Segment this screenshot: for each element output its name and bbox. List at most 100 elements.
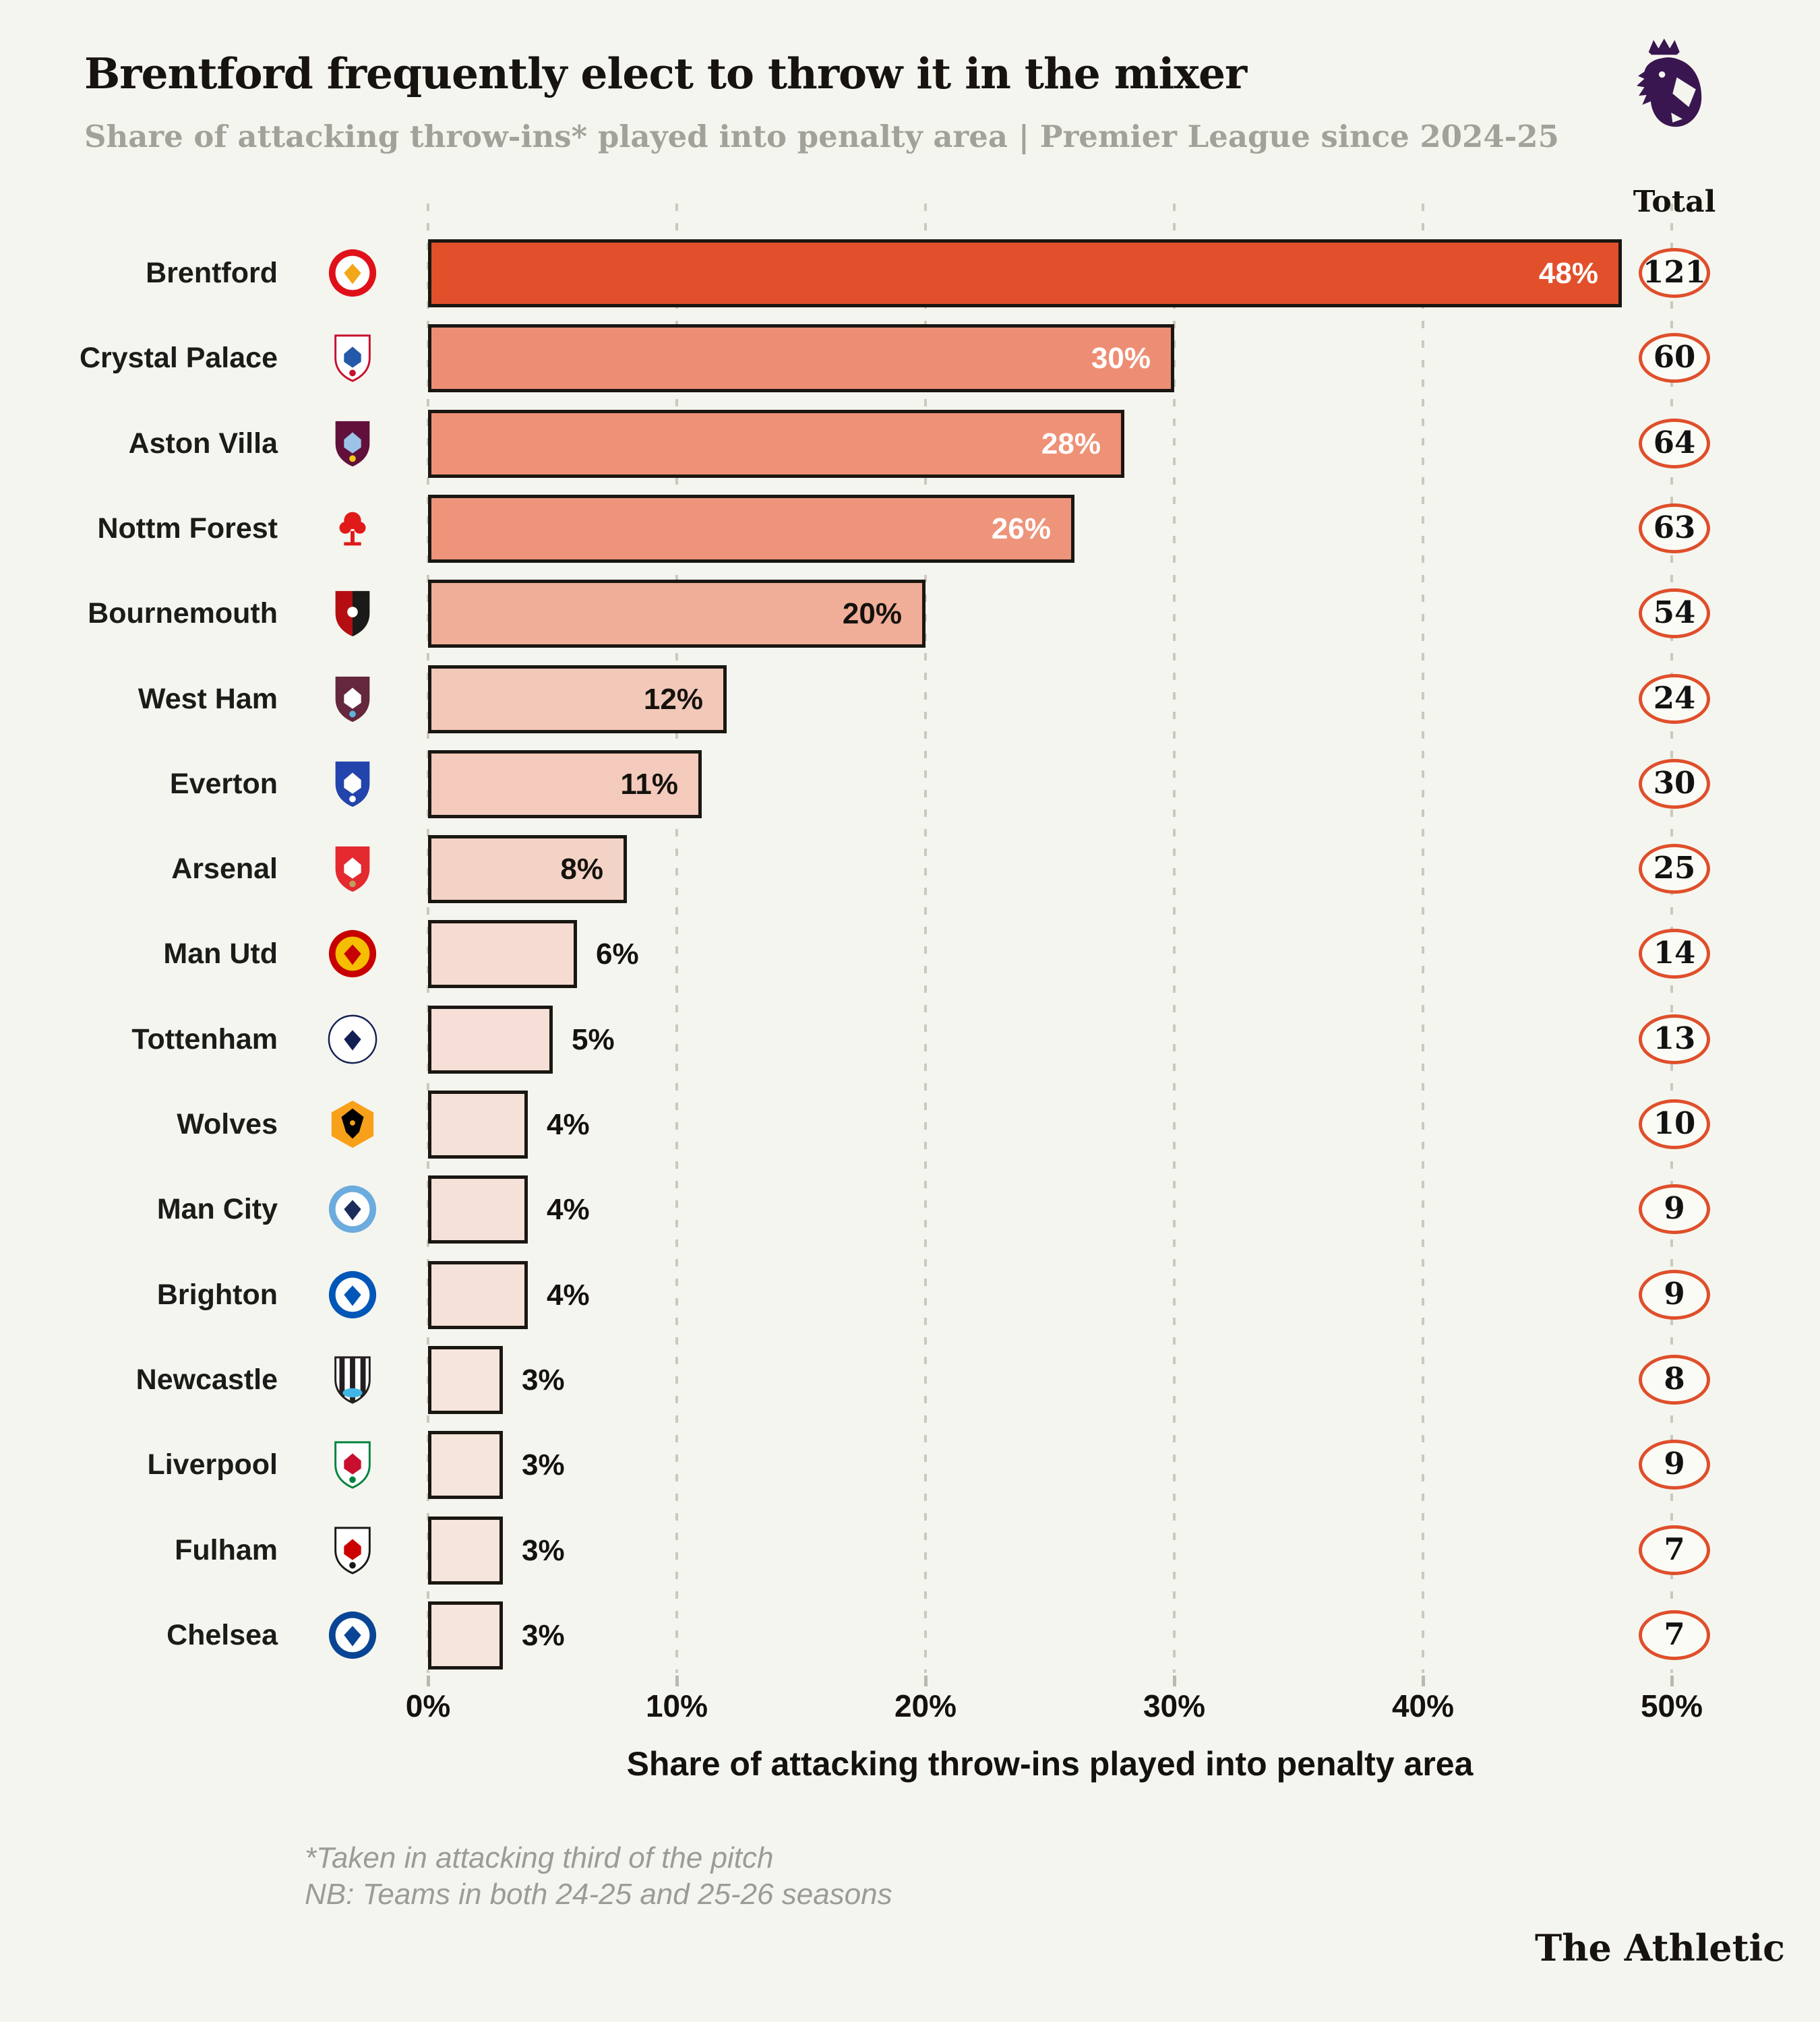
x-axis-tick-label: 50% bbox=[1640, 1688, 1703, 1723]
bar-liverpool bbox=[428, 1431, 503, 1499]
x-axis-tick-mark bbox=[675, 1676, 679, 1686]
bar-tottenham bbox=[428, 1006, 553, 1074]
bar-area: 12% bbox=[428, 665, 1672, 733]
total-badge-liverpool: 9 bbox=[1639, 1440, 1710, 1490]
arsenal-crest-icon bbox=[326, 842, 379, 895]
liverpool-crest-icon bbox=[326, 1438, 379, 1491]
gridline bbox=[1173, 204, 1176, 1673]
total-badge-man-city: 9 bbox=[1639, 1184, 1710, 1234]
x-axis-title: Share of attacking throw-ins played into… bbox=[626, 1745, 1474, 1783]
x-axis-tick-mark bbox=[924, 1676, 928, 1686]
team-name-label-nottm-forest: Nottm Forest bbox=[97, 512, 278, 545]
total-badge-man-utd: 14 bbox=[1639, 929, 1710, 979]
everton-crest-icon bbox=[326, 758, 379, 810]
team-name-label-brighton: Brighton bbox=[156, 1279, 278, 1311]
total-badge-newcastle: 8 bbox=[1639, 1355, 1710, 1405]
nottm-forest-crest-icon bbox=[326, 502, 379, 555]
x-axis-tick-mark bbox=[1422, 1676, 1425, 1686]
x-axis-tick-label: 20% bbox=[894, 1688, 957, 1723]
bar-arsenal: 8% bbox=[428, 835, 627, 903]
aston-villa-crest-icon bbox=[326, 417, 379, 470]
bar-value-label: 4% bbox=[547, 1279, 590, 1312]
bournemouth-crest-icon bbox=[326, 587, 379, 640]
bar-brighton bbox=[428, 1261, 528, 1329]
page-title: Brentford frequently elect to throw it i… bbox=[84, 49, 1247, 98]
team-name-label-crystal-palace: Crystal Palace bbox=[79, 342, 278, 374]
team-row: Everton 11% 30 bbox=[0, 750, 1820, 818]
bar-value-label: 11% bbox=[620, 768, 678, 801]
bar-area: 20% bbox=[428, 580, 1672, 648]
team-row: Man Utd 6% 14 bbox=[0, 920, 1820, 988]
bar-value-label: 5% bbox=[572, 1023, 615, 1056]
bar-brentford: 48% bbox=[428, 239, 1622, 307]
bar-value-label: 12% bbox=[643, 683, 703, 716]
team-name-label-everton: Everton bbox=[169, 768, 278, 800]
bar-bournemouth: 20% bbox=[428, 580, 926, 648]
team-name-label-newcastle: Newcastle bbox=[135, 1364, 278, 1396]
team-name-label-west-ham: West Ham bbox=[138, 683, 278, 715]
bar-man-city bbox=[428, 1175, 528, 1244]
bar-value-label: 30% bbox=[1091, 342, 1151, 375]
team-name-label-man-city: Man City bbox=[156, 1193, 278, 1225]
bar-fulham bbox=[428, 1516, 503, 1585]
bar-value-label: 28% bbox=[1041, 427, 1101, 460]
bar-value-label: 8% bbox=[560, 853, 603, 886]
x-axis-tick-label: 0% bbox=[405, 1688, 451, 1723]
team-row: Tottenham 5% 13 bbox=[0, 1006, 1820, 1074]
team-row: Bournemouth 20% 54 bbox=[0, 580, 1820, 648]
bar-nottm-forest: 26% bbox=[428, 495, 1074, 563]
team-row: Aston Villa 28% 64 bbox=[0, 410, 1820, 478]
bar-crystal-palace: 30% bbox=[428, 324, 1174, 392]
chelsea-crest-icon bbox=[326, 1609, 379, 1661]
team-row: Brighton 4% 9 bbox=[0, 1261, 1820, 1329]
team-row: Nottm Forest 26% 63 bbox=[0, 495, 1820, 563]
total-badge-arsenal: 25 bbox=[1639, 844, 1710, 894]
total-badge-chelsea: 7 bbox=[1639, 1610, 1710, 1660]
bar-man-utd bbox=[428, 920, 577, 988]
bar-value-label: 6% bbox=[596, 938, 639, 971]
bar-value-label: 48% bbox=[1538, 257, 1598, 290]
west-ham-crest-icon bbox=[326, 673, 379, 725]
team-name-label-arsenal: Arsenal bbox=[171, 853, 278, 885]
bar-area: 3% bbox=[428, 1516, 1672, 1585]
bar-west-ham: 12% bbox=[428, 665, 727, 733]
team-row: Liverpool 3% 9 bbox=[0, 1431, 1820, 1499]
team-row: West Ham 12% 24 bbox=[0, 665, 1820, 733]
man-city-crest-icon bbox=[326, 1183, 379, 1235]
gridline bbox=[924, 204, 927, 1673]
bar-area: 4% bbox=[428, 1261, 1672, 1329]
man-utd-crest-icon bbox=[326, 927, 379, 980]
brighton-crest-icon bbox=[326, 1268, 379, 1321]
total-badge-tottenham: 13 bbox=[1639, 1014, 1710, 1064]
team-name-label-brentford: Brentford bbox=[146, 257, 278, 289]
team-name-label-chelsea: Chelsea bbox=[166, 1619, 278, 1651]
bar-area: 8% bbox=[428, 835, 1672, 903]
bar-area: 26% bbox=[428, 495, 1672, 563]
credit-wordmark: The Athletic bbox=[1535, 1926, 1785, 1969]
bar-value-label: 4% bbox=[547, 1193, 590, 1226]
fulham-crest-icon bbox=[326, 1524, 379, 1576]
page-subtitle: Share of attacking throw-ins* played int… bbox=[84, 119, 1559, 154]
team-row: Brentford 48% 121 bbox=[0, 239, 1820, 307]
total-badge-nottm-forest: 63 bbox=[1639, 503, 1710, 553]
bar-chelsea bbox=[428, 1601, 503, 1669]
bar-value-label: 3% bbox=[522, 1448, 565, 1481]
bar-area: 11% bbox=[428, 750, 1672, 818]
premier-league-lion-icon bbox=[1622, 35, 1713, 150]
bar-value-label: 26% bbox=[991, 512, 1051, 545]
tottenham-crest-icon bbox=[326, 1013, 379, 1066]
crystal-palace-crest-icon bbox=[326, 332, 379, 384]
newcastle-crest-icon bbox=[326, 1353, 379, 1406]
bar-everton: 11% bbox=[428, 750, 702, 818]
total-badge-fulham: 7 bbox=[1639, 1525, 1710, 1575]
team-row: Newcastle 3% 8 bbox=[0, 1346, 1820, 1414]
bar-area: 48% bbox=[428, 239, 1672, 307]
x-axis-tick-label: 30% bbox=[1143, 1688, 1206, 1723]
bar-area: 4% bbox=[428, 1175, 1672, 1244]
total-badge-bournemouth: 54 bbox=[1639, 588, 1710, 638]
bar-value-label: 3% bbox=[522, 1534, 565, 1567]
total-badge-crystal-palace: 60 bbox=[1639, 333, 1710, 383]
team-name-label-bournemouth: Bournemouth bbox=[88, 597, 278, 630]
bar-area: 30% bbox=[428, 324, 1672, 392]
